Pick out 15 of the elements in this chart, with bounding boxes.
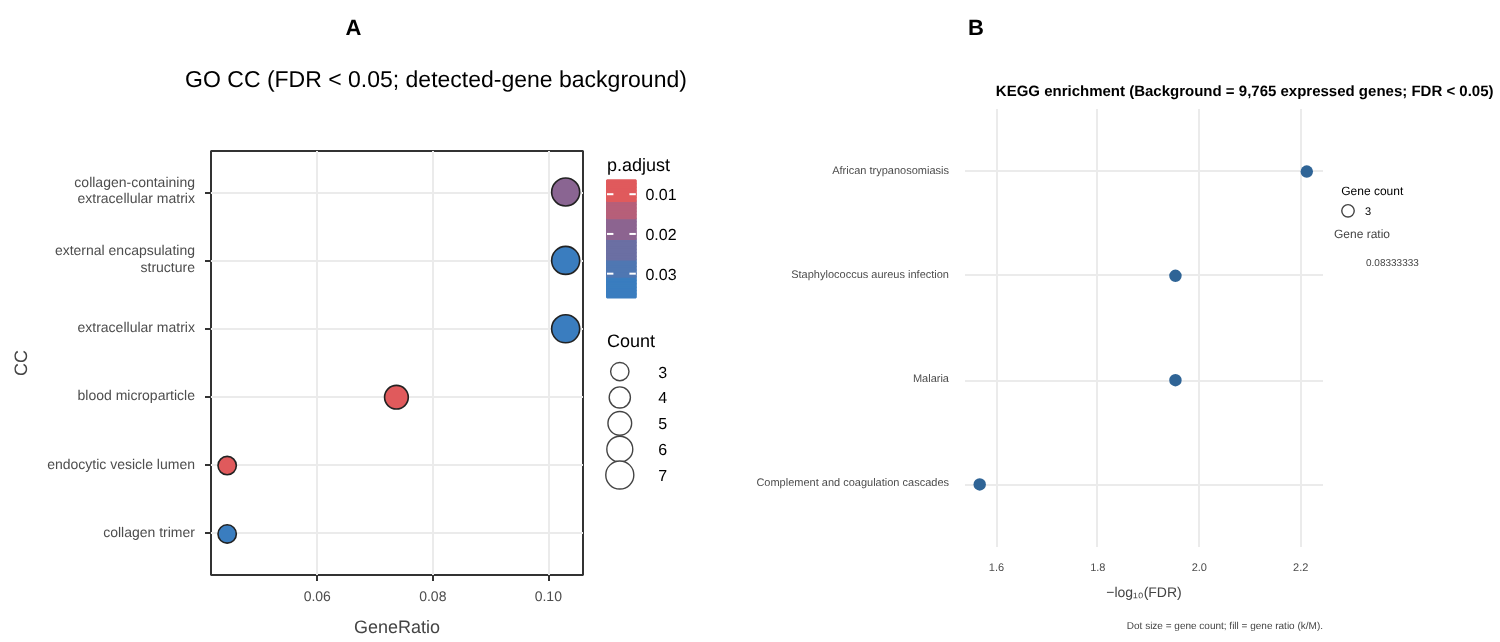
legend-label: 3 bbox=[658, 363, 669, 382]
color-bar-title: p.adjust bbox=[607, 154, 672, 175]
text: A bbox=[345, 17, 362, 41]
color-bar-label: 0.01 bbox=[645, 186, 678, 205]
color-bar-label: 0.03 bbox=[645, 265, 678, 284]
chart-title: GO CC (FDR < 0.05; detected-gene background) bbox=[185, 69, 688, 93]
color-bar-label: 0.02 bbox=[645, 225, 678, 244]
text: B bbox=[968, 17, 985, 41]
legend-title: Count bbox=[607, 330, 657, 351]
legend-label: 6 bbox=[658, 441, 669, 460]
x-axis-title: GeneRatio bbox=[353, 617, 441, 637]
legend-label: 7 bbox=[658, 467, 669, 486]
y-axis-title: CC bbox=[11, 349, 32, 376]
legend-label: 4 bbox=[658, 389, 669, 408]
legend-label: 5 bbox=[658, 415, 669, 434]
